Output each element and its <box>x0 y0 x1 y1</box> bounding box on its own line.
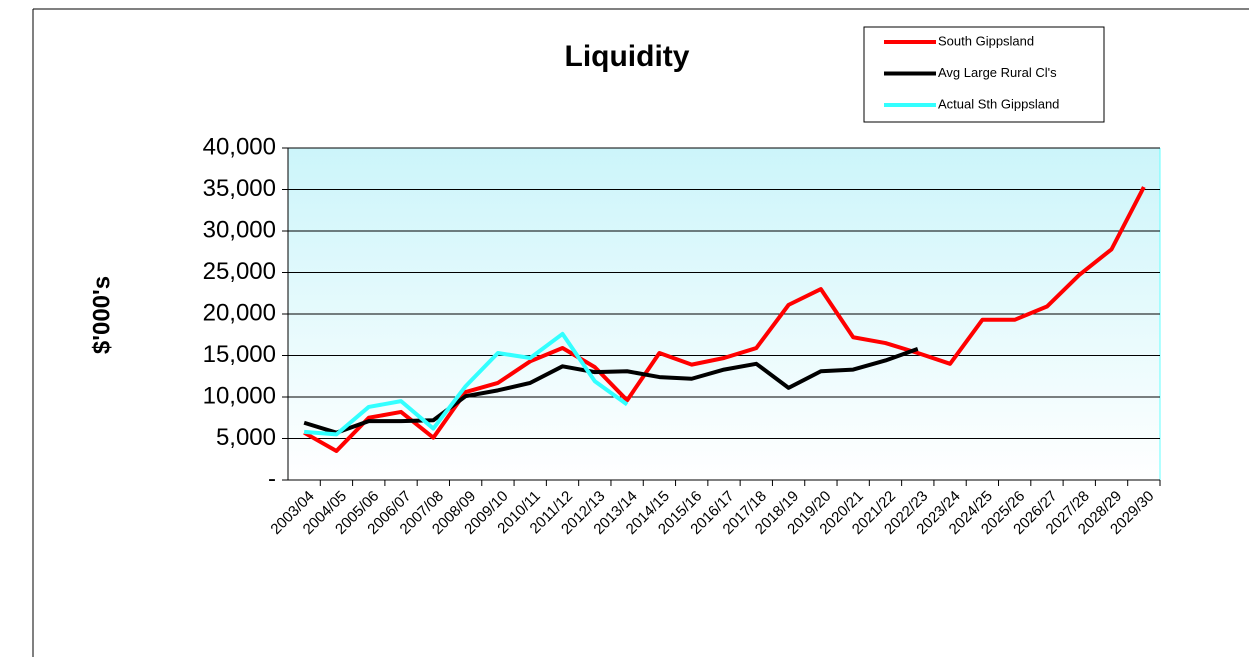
y-tick-label: - <box>268 465 276 492</box>
y-tick-label: 40,000 <box>203 133 276 160</box>
y-tick-label: 20,000 <box>203 299 276 326</box>
legend-label: Avg Large Rural Cl's <box>938 65 1057 80</box>
y-tick-label: 5,000 <box>216 424 276 451</box>
y-tick-label: 10,000 <box>203 382 276 409</box>
y-tick-label: 25,000 <box>203 258 276 285</box>
y-tick-label: 30,000 <box>203 216 276 243</box>
series-line <box>303 186 1146 453</box>
series-line <box>303 346 919 435</box>
legend-label: South Gippsland <box>938 33 1034 48</box>
y-axis-label: $'000's <box>88 276 115 354</box>
y-tick-label: 15,000 <box>203 341 276 368</box>
y-tick-label: 35,000 <box>203 175 276 202</box>
legend-label: Actual Sth Gippsland <box>938 96 1059 111</box>
series-line <box>303 331 629 437</box>
chart-title: Liquidity <box>565 40 690 73</box>
